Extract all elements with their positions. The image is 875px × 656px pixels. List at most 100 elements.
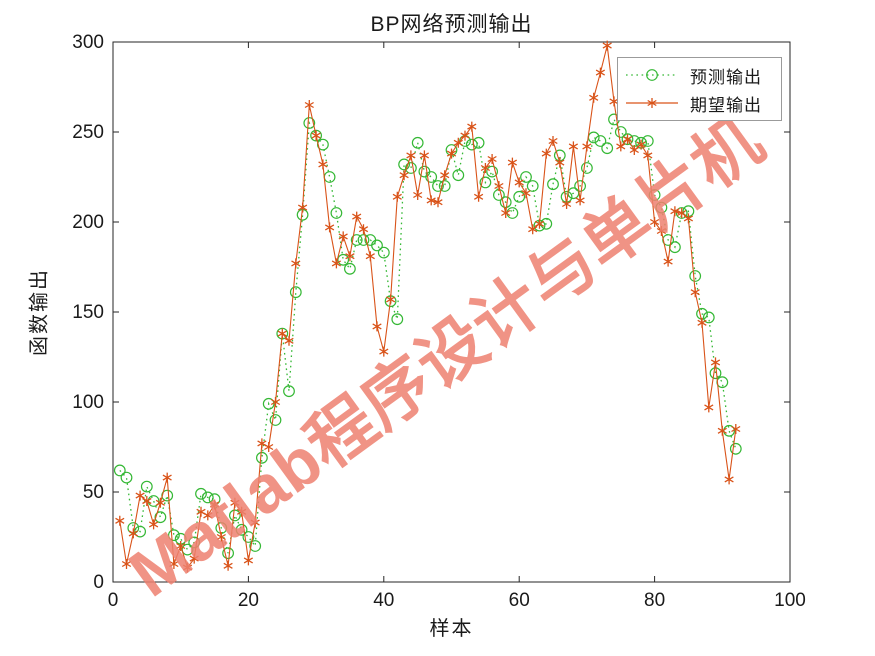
series-1-marker-asterisk: [142, 496, 152, 506]
series-0-marker-circle: [350, 234, 363, 246]
series-1-marker-asterisk: [534, 218, 545, 229]
y-tick-label: 300: [72, 32, 104, 53]
series-0-marker-circle: [391, 313, 404, 326]
series-1-marker-asterisk: [413, 190, 423, 200]
series-1-marker-asterisk: [589, 92, 599, 103]
series-1-marker-asterisk: [521, 188, 531, 199]
series-0-marker-circle: [249, 540, 262, 552]
series-0-marker-circle: [594, 135, 607, 147]
series-1-marker-asterisk: [392, 191, 402, 202]
series-0-marker-circle: [310, 129, 323, 142]
series-1-marker-asterisk: [575, 195, 585, 206]
series-1-marker-asterisk: [460, 130, 470, 141]
series-1-marker-asterisk: [311, 130, 321, 141]
series-1-marker-asterisk: [209, 499, 220, 510]
series-0-marker-circle: [283, 385, 295, 398]
series-1-marker-asterisk: [710, 357, 721, 368]
series-1-marker-asterisk: [331, 258, 342, 269]
series-1-marker-asterisk: [155, 497, 166, 508]
x-axis-label: 样本: [429, 618, 474, 640]
series-1-marker-asterisk: [230, 497, 240, 508]
series-1-marker-asterisk: [731, 424, 741, 434]
series-1-marker-asterisk: [243, 555, 254, 566]
series-0-marker-circle: [201, 491, 214, 504]
x-tick-label: 40: [373, 590, 394, 611]
series-0-marker-circle: [398, 158, 411, 171]
series-0-marker-circle: [465, 138, 478, 151]
series-0-marker-circle: [662, 234, 674, 246]
series-1-marker-asterisk: [372, 321, 382, 332]
series-1-marker-asterisk: [453, 137, 463, 148]
series-1-marker-asterisk: [636, 139, 646, 150]
series-0-marker-circle: [425, 171, 438, 183]
x-tick-label: 60: [509, 590, 530, 611]
series-1-marker-asterisk: [541, 148, 551, 159]
series-1-marker-asterisk: [304, 100, 314, 110]
series-0-marker-circle: [235, 523, 248, 536]
y-axis-label: 函数输出: [28, 268, 51, 356]
x-tick-label: 80: [644, 590, 665, 611]
series-0-marker-circle: [689, 270, 702, 282]
series-0-marker-circle: [222, 547, 235, 560]
series-0-marker-circle: [547, 178, 559, 191]
series-0-marker-circle: [587, 131, 600, 144]
series-0-marker-circle: [195, 487, 207, 500]
series-0-marker-circle: [702, 311, 715, 324]
series-1-marker-asterisk: [677, 208, 687, 218]
series-0-marker-circle: [289, 286, 302, 299]
series-1-marker-asterisk: [555, 157, 565, 168]
series-1-marker-asterisk: [277, 328, 287, 339]
series-1-marker-asterisk: [528, 224, 538, 235]
series-0-marker-circle: [113, 464, 126, 477]
series-1-marker-asterisk: [467, 121, 477, 132]
series-1-marker-asterisk: [135, 490, 145, 501]
series-1-marker-asterisk: [494, 181, 504, 191]
series-1-marker-asterisk: [216, 532, 226, 542]
series-1-marker-asterisk: [622, 134, 633, 145]
series-1-marker-asterisk: [203, 510, 213, 521]
series-1-marker-asterisk: [257, 438, 267, 449]
series-1-marker-asterisk: [284, 335, 294, 346]
series-1-marker-asterisk: [697, 317, 707, 328]
series-0-marker-circle: [499, 196, 512, 209]
series-1-marker-asterisk: [385, 294, 396, 305]
series-0-marker-circle: [709, 367, 722, 380]
x-tick-label: 0: [108, 590, 119, 611]
series-0-marker-circle: [452, 169, 465, 182]
series-1-marker-asterisk: [223, 560, 233, 571]
series-1-marker-asterisk: [501, 208, 511, 218]
series-1-marker-asterisk: [683, 213, 694, 224]
series-1-marker-asterisk: [365, 251, 375, 262]
series-0-marker-circle: [438, 180, 451, 192]
series-0-marker-circle: [242, 531, 255, 543]
series-0-marker-circle: [140, 480, 153, 493]
series-0-marker-circle: [601, 142, 614, 155]
series-0-marker-circle: [330, 207, 343, 219]
series-1-marker-asterisk: [433, 197, 443, 208]
y-tick-label: 100: [72, 392, 104, 413]
series-0-marker-circle: [228, 509, 241, 522]
series-0-marker-circle: [513, 190, 526, 203]
series-1-marker-asterisk: [446, 148, 457, 159]
y-tick-label: 200: [72, 212, 104, 233]
series-0-marker-circle: [269, 414, 282, 426]
series-1-marker-asterisk: [338, 231, 348, 242]
series-1-marker-asterisk: [656, 226, 667, 236]
legend-label-1: 期望输出: [690, 95, 762, 115]
series-0-marker-circle: [614, 126, 627, 138]
legend-entry-1: 期望输出: [618, 90, 781, 116]
series-1-line: [119, 45, 737, 569]
series-0-marker-circle: [120, 471, 133, 484]
series-1-marker-asterisk: [595, 67, 606, 78]
series-0-marker-circle: [134, 525, 147, 538]
chart-title: BP网络预测输出: [370, 13, 533, 36]
legend-sample-circle-icon: [626, 69, 678, 81]
series-0-marker-circle: [432, 180, 444, 192]
asterisk-marker-icon: [647, 98, 657, 108]
series-0-marker-circle: [188, 536, 201, 549]
series-1-marker-asterisk: [176, 541, 186, 551]
series-1-marker-asterisk: [582, 141, 592, 152]
series-1-marker-asterisk: [345, 251, 355, 262]
series-1-marker-asterisk: [379, 346, 389, 357]
